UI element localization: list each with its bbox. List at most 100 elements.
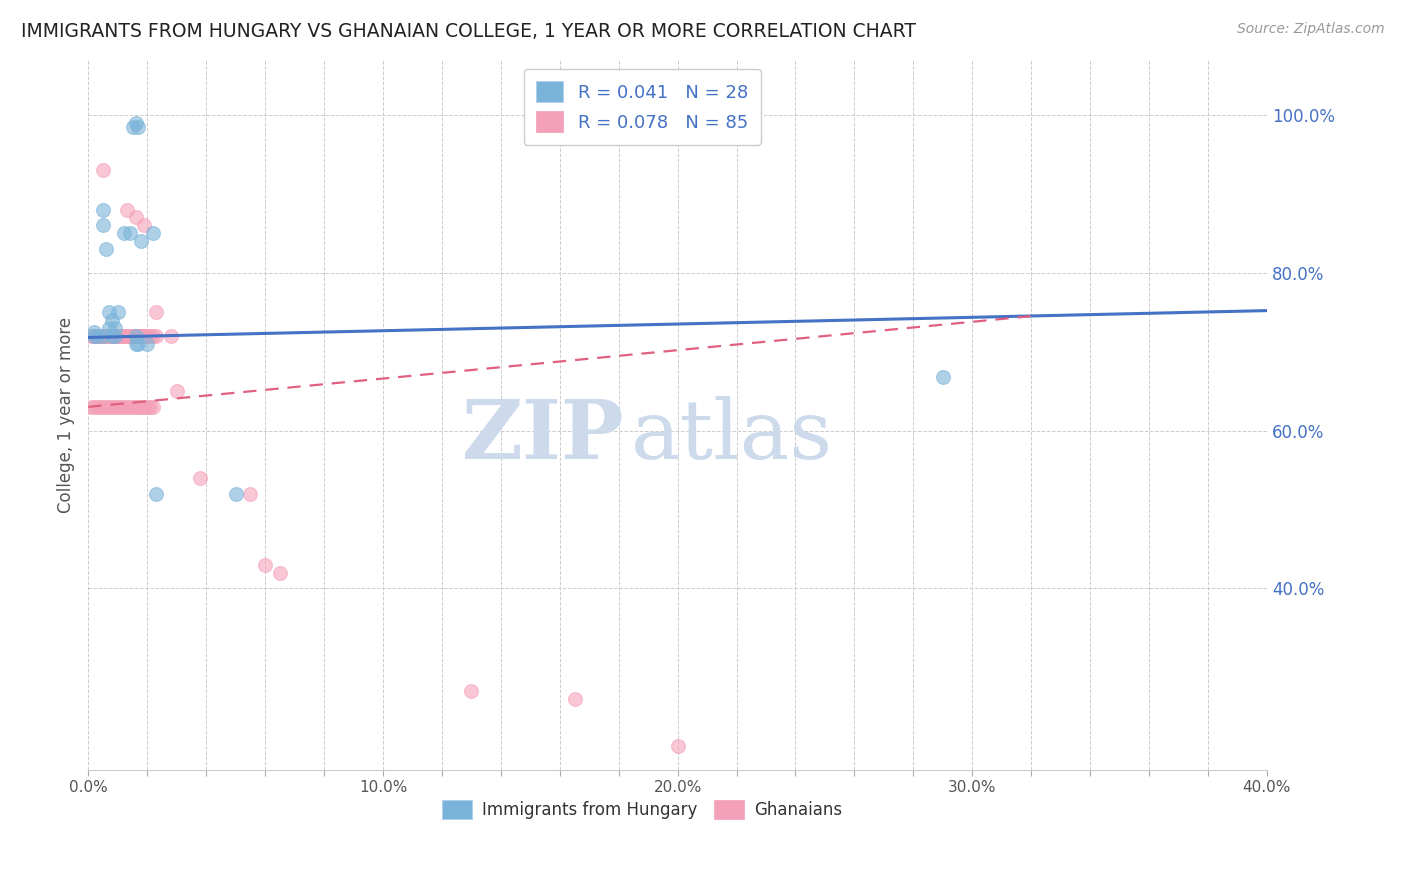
Point [98,329,121,343]
Point [101,329,124,343]
Point [107,329,129,343]
Point [94,400,117,414]
Point [94,329,117,343]
Point [110,329,132,343]
Point [86,329,108,343]
Point [145,487,167,501]
Point [142,329,165,343]
Point [91,400,114,414]
Point [460,684,482,698]
Point [91,202,114,217]
Point [121,329,143,343]
Point [101,329,124,343]
Point [160,329,183,343]
Text: IMMIGRANTS FROM HUNGARY VS GHANAIAN COLLEGE, 1 YEAR OR MORE CORRELATION CHART: IMMIGRANTS FROM HUNGARY VS GHANAIAN COLL… [21,22,917,41]
Point [131,329,153,343]
Point [89,329,111,343]
Point [101,329,124,343]
Point [86,329,108,343]
Point [131,400,153,414]
Point [101,313,124,327]
Point [932,370,955,384]
Point [104,329,127,343]
Point [104,321,127,335]
Point [188,471,211,485]
Point [112,400,135,414]
Point [89,329,111,343]
Point [142,400,165,414]
Point [254,558,277,572]
Point [107,329,129,343]
Point [118,329,141,343]
Y-axis label: College, 1 year or more: College, 1 year or more [58,317,75,513]
Text: ZIP: ZIP [463,396,624,476]
Point [124,329,146,343]
Point [124,211,146,225]
Point [83,400,105,414]
Point [166,384,188,398]
Point [239,487,262,501]
Point [666,739,689,754]
Point [136,400,159,414]
Point [115,202,138,217]
Point [124,329,146,343]
Point [115,400,138,414]
Point [139,329,162,343]
Point [107,329,129,343]
Point [134,219,156,233]
Point [136,329,159,343]
Point [118,329,141,343]
Point [124,336,146,351]
Point [118,226,141,240]
Point [98,329,121,343]
Point [94,329,117,343]
Point [91,163,114,178]
Point [107,305,129,319]
Point [134,400,156,414]
Text: atlas: atlas [630,396,832,476]
Point [115,329,138,343]
Point [98,400,121,414]
Point [98,305,121,319]
Point [121,329,143,343]
Legend: Immigrants from Hungary, Ghanaians: Immigrants from Hungary, Ghanaians [436,793,849,826]
Point [145,305,167,319]
Point [89,329,111,343]
Point [107,329,129,343]
Point [104,329,127,343]
Point [91,219,114,233]
Point [127,329,149,343]
Point [124,329,146,343]
Text: Source: ZipAtlas.com: Source: ZipAtlas.com [1237,22,1385,37]
Point [94,329,117,343]
Point [80,400,103,414]
Point [115,329,138,343]
Point [136,329,159,343]
Point [110,400,132,414]
Point [101,400,124,414]
Point [91,329,114,343]
Point [139,400,162,414]
Point [89,400,111,414]
Point [127,400,149,414]
Point [134,329,156,343]
Point [124,116,146,130]
Point [107,400,129,414]
Point [124,400,146,414]
Point [121,120,143,134]
Point [127,120,149,134]
Point [112,329,135,343]
Point [80,329,103,343]
Point [131,329,153,343]
Point [91,329,114,343]
Point [86,329,108,343]
Point [104,329,127,343]
Point [112,329,135,343]
Point [127,336,149,351]
Point [104,400,127,414]
Point [98,321,121,335]
Point [225,487,247,501]
Point [121,400,143,414]
Point [127,329,149,343]
Point [112,329,135,343]
